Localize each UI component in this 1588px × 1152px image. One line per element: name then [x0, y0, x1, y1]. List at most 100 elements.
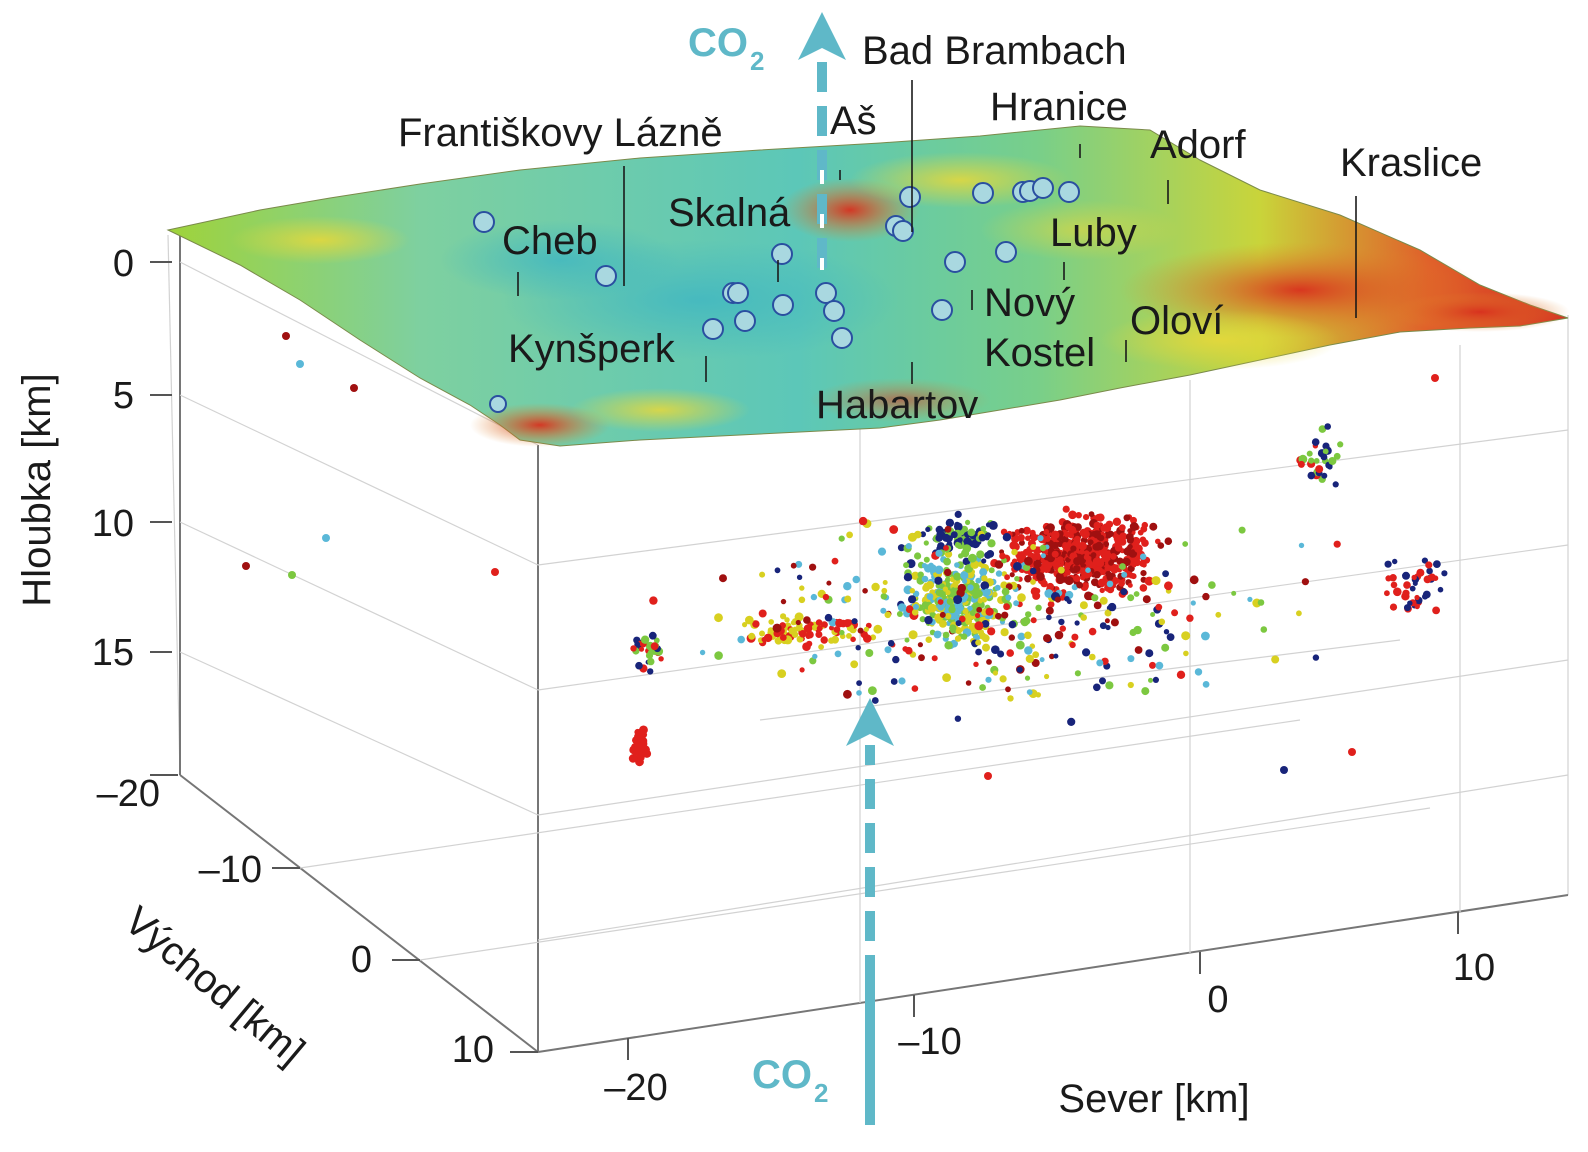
hypocenter-point	[935, 589, 943, 597]
hypocenter-point	[904, 637, 910, 643]
hypocenter-point	[914, 552, 922, 560]
hypocenter-point	[843, 619, 852, 628]
hypocenter-point	[1149, 522, 1158, 531]
hypocenter-point	[1096, 513, 1105, 522]
hypocenter-point	[1032, 651, 1040, 659]
hypocenter-point	[1106, 580, 1114, 588]
hypocenter-point	[1088, 511, 1095, 518]
hypocenter-point	[635, 661, 643, 670]
hypocenter-point	[905, 646, 913, 655]
hypocenter-point	[1003, 603, 1010, 611]
hypocenter-point	[1030, 579, 1036, 585]
hypocenter-point	[986, 659, 992, 665]
hypocenter-point	[1054, 630, 1064, 640]
hypocenter-point	[967, 605, 973, 612]
hypocenter-point	[1238, 526, 1246, 534]
hypocenter-point	[863, 634, 872, 643]
hypocenter-point	[780, 613, 787, 620]
hypocenter-point	[806, 630, 814, 639]
hypocenter-point	[1018, 539, 1025, 546]
hypocenter-point	[1194, 668, 1203, 676]
hypocenter-point	[980, 525, 987, 532]
hypocenter-point	[1114, 537, 1122, 545]
hypocenter-point	[1134, 646, 1143, 654]
hypocenter-point	[799, 667, 805, 673]
hypocenter-point	[828, 637, 835, 644]
hypocenter-point	[1017, 632, 1026, 641]
hypocenter-point	[768, 619, 774, 625]
hypocenter-point	[1311, 438, 1320, 446]
hypocenter-point	[649, 596, 658, 605]
hypocenter-point	[1128, 549, 1138, 558]
hypocenter-point	[784, 617, 790, 623]
hypocenter-point	[1431, 374, 1439, 382]
hypocenter-point	[981, 634, 990, 643]
hypocenter-point	[979, 568, 988, 577]
hypocenter-point	[863, 626, 870, 632]
north-tick-10: 10	[1453, 947, 1495, 989]
hypocenter-point	[1058, 618, 1065, 626]
hypocenter-point	[714, 613, 723, 623]
hypocenter-point	[934, 565, 944, 575]
hypocenter-point	[758, 609, 767, 618]
hypocenter-point	[1039, 544, 1047, 552]
hypocenter-point	[1176, 670, 1186, 679]
hypocenter-point	[1090, 552, 1097, 558]
hypocenter-point	[812, 653, 818, 660]
hypocenter-point	[1125, 533, 1134, 541]
hypocenter-point	[939, 620, 947, 628]
hypocenter-point	[981, 558, 987, 564]
hypocenter-point	[1215, 611, 1222, 618]
hypocenter-point	[1083, 554, 1090, 561]
hypocenter-point	[1260, 626, 1268, 633]
depth-tick-0: 0	[113, 243, 134, 285]
hypocenter-point	[1068, 525, 1077, 535]
hypocenter-point	[838, 535, 845, 542]
hypocenter-point	[1073, 565, 1081, 573]
hypocenter-point	[943, 545, 949, 551]
hypocenter-point	[759, 571, 766, 578]
hypocenter-point	[1148, 677, 1153, 683]
hypocenter-point	[880, 607, 887, 614]
terrain-surface	[166, 125, 1570, 447]
hypocenter-point	[1118, 524, 1126, 531]
hypocenter-point	[1422, 590, 1431, 599]
hypocenter-point	[1120, 588, 1128, 596]
hypocenter-point	[909, 588, 915, 594]
hypocenter-point	[1416, 568, 1425, 577]
hypocenter-point	[791, 631, 799, 638]
hypocenter-point	[634, 641, 641, 648]
hypocenter-point	[1095, 541, 1104, 551]
hypocenter-point	[925, 636, 933, 643]
hypocenter-point	[873, 624, 883, 634]
hypocenter-point	[1327, 464, 1333, 470]
hypocenter-point	[1082, 648, 1091, 657]
hypocenter-point	[964, 613, 972, 621]
hypocenter-point	[1116, 557, 1124, 565]
hypocenter-point	[1093, 571, 1101, 579]
hypocenter-point	[829, 625, 834, 631]
hypocenter-point	[1133, 591, 1140, 597]
hypocenter-point	[1322, 448, 1329, 455]
hypocenter-point	[943, 557, 951, 566]
hypocenter-point	[1433, 560, 1441, 568]
hypocenter-point	[1140, 570, 1147, 577]
hypocenter-point	[1001, 587, 1010, 596]
hypocenter-point	[855, 645, 861, 651]
hypocenter-point	[1066, 599, 1072, 605]
hypocenter-point	[1107, 530, 1114, 537]
hypocenter-point	[1105, 681, 1114, 690]
hypocenter-point	[953, 572, 962, 581]
hypocenter-point	[1084, 550, 1090, 556]
hypocenter-point	[980, 581, 990, 590]
hypocenter-point	[972, 602, 979, 610]
hypocenter-point	[779, 634, 787, 641]
hypocenter-point	[1031, 659, 1040, 667]
hypocenter-point	[1414, 594, 1420, 601]
hypocenter-point	[1421, 557, 1428, 564]
hypocenter-point	[1080, 614, 1087, 621]
hypocenter-point	[880, 593, 888, 600]
hypocenter-point	[1032, 591, 1041, 600]
hypocenter-point	[288, 571, 296, 579]
hypocenter-point	[961, 633, 968, 640]
